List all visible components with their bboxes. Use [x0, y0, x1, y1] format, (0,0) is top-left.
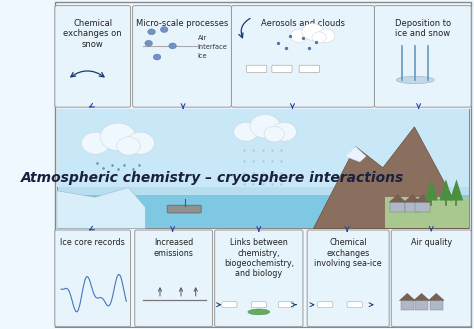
Circle shape	[153, 54, 161, 60]
FancyBboxPatch shape	[392, 230, 471, 327]
FancyBboxPatch shape	[307, 230, 389, 327]
Polygon shape	[414, 195, 431, 202]
FancyBboxPatch shape	[374, 6, 471, 107]
Circle shape	[126, 132, 155, 154]
FancyBboxPatch shape	[405, 202, 420, 212]
Circle shape	[234, 122, 258, 141]
Circle shape	[82, 132, 109, 154]
Circle shape	[302, 23, 323, 40]
Text: Links between
chemistry,
biogeochemistry,
and biology: Links between chemistry, biogeochemistry…	[224, 238, 294, 278]
Text: Air quality: Air quality	[410, 238, 452, 247]
Text: Micro-scale processes: Micro-scale processes	[136, 19, 228, 28]
Text: Chemical
exchanges on
snow: Chemical exchanges on snow	[64, 19, 122, 49]
FancyBboxPatch shape	[55, 2, 471, 327]
FancyBboxPatch shape	[222, 302, 237, 308]
FancyBboxPatch shape	[57, 109, 469, 187]
FancyBboxPatch shape	[55, 230, 130, 327]
FancyBboxPatch shape	[57, 109, 469, 228]
Polygon shape	[389, 195, 406, 202]
Circle shape	[117, 137, 140, 155]
Circle shape	[148, 29, 155, 35]
Text: Chemical
exchanges
involving sea-ice: Chemical exchanges involving sea-ice	[314, 238, 382, 268]
Text: Ice: Ice	[198, 53, 208, 60]
Circle shape	[169, 43, 176, 49]
Circle shape	[145, 40, 153, 46]
FancyBboxPatch shape	[246, 65, 267, 72]
FancyBboxPatch shape	[318, 302, 333, 308]
Text: Ice core records: Ice core records	[60, 238, 125, 247]
FancyBboxPatch shape	[347, 302, 362, 308]
Circle shape	[264, 126, 284, 142]
Circle shape	[250, 114, 280, 138]
Polygon shape	[399, 293, 415, 300]
Polygon shape	[313, 127, 469, 228]
Circle shape	[160, 27, 168, 33]
FancyBboxPatch shape	[251, 302, 266, 308]
FancyBboxPatch shape	[57, 195, 469, 228]
Polygon shape	[450, 179, 463, 201]
Polygon shape	[404, 195, 421, 202]
FancyBboxPatch shape	[215, 230, 303, 327]
FancyBboxPatch shape	[415, 202, 430, 212]
FancyBboxPatch shape	[279, 302, 294, 308]
FancyBboxPatch shape	[167, 205, 201, 213]
Polygon shape	[414, 293, 429, 300]
Text: Interface: Interface	[198, 44, 228, 50]
Polygon shape	[428, 293, 444, 300]
Text: Atmospheric chemistry – cryosphere interactions: Atmospheric chemistry – cryosphere inter…	[21, 171, 404, 185]
FancyBboxPatch shape	[55, 6, 130, 107]
Text: Deposition to
ice and snow: Deposition to ice and snow	[395, 19, 451, 38]
FancyBboxPatch shape	[133, 6, 231, 107]
FancyBboxPatch shape	[272, 65, 292, 72]
Circle shape	[318, 29, 335, 42]
Circle shape	[291, 29, 308, 42]
Ellipse shape	[248, 309, 270, 315]
Polygon shape	[57, 188, 145, 228]
Polygon shape	[439, 179, 453, 201]
FancyBboxPatch shape	[231, 6, 374, 107]
Text: Increased
emissions: Increased emissions	[154, 238, 193, 258]
FancyBboxPatch shape	[299, 65, 319, 72]
Circle shape	[272, 122, 296, 141]
Text: Air: Air	[198, 35, 207, 41]
FancyBboxPatch shape	[401, 300, 414, 310]
Text: Aerosols and clouds: Aerosols and clouds	[261, 19, 345, 28]
FancyBboxPatch shape	[415, 300, 428, 310]
Polygon shape	[345, 146, 366, 162]
FancyBboxPatch shape	[429, 300, 443, 310]
Polygon shape	[425, 179, 438, 201]
Polygon shape	[385, 197, 469, 228]
Circle shape	[312, 32, 326, 43]
FancyBboxPatch shape	[135, 230, 212, 327]
Ellipse shape	[396, 76, 434, 84]
Circle shape	[100, 123, 136, 151]
FancyBboxPatch shape	[390, 202, 405, 212]
